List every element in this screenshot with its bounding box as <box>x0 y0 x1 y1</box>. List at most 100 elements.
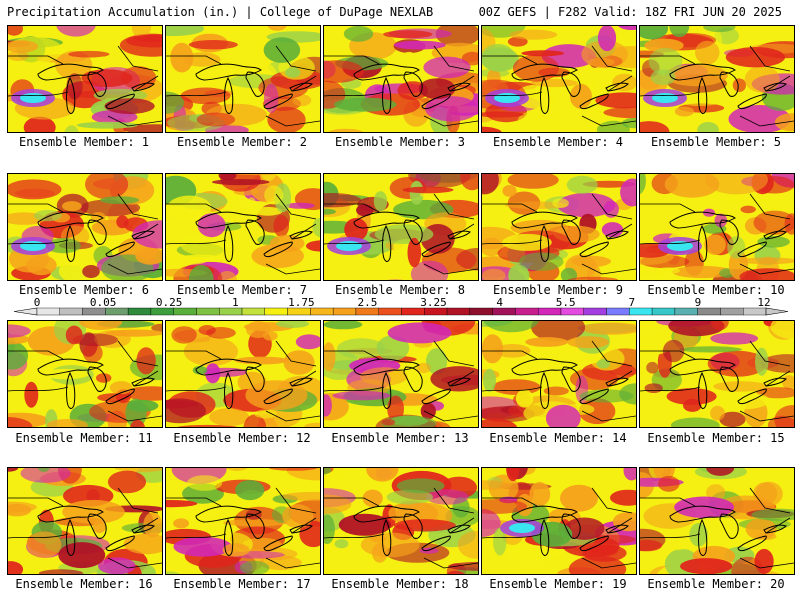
scale-swatch <box>150 307 174 316</box>
ensemble-member-label: Ensemble Member: 4 <box>492 135 624 149</box>
precip-field <box>166 468 320 574</box>
scale-tick-label: 3.25 <box>420 296 447 309</box>
scale-swatch <box>82 307 106 316</box>
scale-tick-label: 0.25 <box>155 296 183 309</box>
scale-tick-label: 5.5 <box>555 296 576 309</box>
precip-field <box>166 26 320 132</box>
scale-swatch <box>720 307 744 316</box>
ensemble-member-label: Ensemble Member: 18 <box>331 577 469 591</box>
precip-field <box>166 321 320 427</box>
ensemble-member-map <box>7 320 163 428</box>
scale-tick-label: 12 <box>757 296 771 309</box>
precip-field <box>8 321 162 427</box>
ensemble-member-map <box>165 320 321 428</box>
ensemble-member-map <box>481 320 637 428</box>
precip-field <box>482 26 636 132</box>
ensemble-member-label: Ensemble Member: 7 <box>176 283 308 297</box>
ensemble-member-map <box>7 467 163 575</box>
precip-field <box>640 321 794 427</box>
ensemble-member-label: Ensemble Member: 12 <box>173 431 311 445</box>
scale-swatch <box>492 307 516 316</box>
scale-swatch <box>629 307 653 316</box>
scale-swatch <box>378 307 402 316</box>
scale-swatch <box>287 307 311 316</box>
scale-swatch <box>446 307 471 316</box>
ensemble-member-map <box>323 25 479 133</box>
scale-tick-label: 2.5 <box>357 296 378 309</box>
scale-tick-label: 4 <box>496 296 503 309</box>
ensemble-member-map <box>481 467 637 575</box>
scale-tick-label: 9 <box>694 296 702 309</box>
scale-tick-label: 1.75 <box>288 296 315 309</box>
scale-swatch <box>606 307 630 316</box>
scale-swatch <box>401 307 425 316</box>
precip-field <box>324 26 478 132</box>
ensemble-member-map <box>165 173 321 281</box>
color-scale: 0 0.05 0.25 1 1.75 2.5 3.25 4 5.5 7 9 12 <box>0 296 800 318</box>
ensemble-member-label: Ensemble Member: 19 <box>489 577 627 591</box>
ensemble-member-label: Ensemble Member: 2 <box>176 135 308 149</box>
scale-swatch <box>310 307 334 316</box>
color-scale-bar <box>13 307 789 316</box>
precip-field <box>640 468 794 574</box>
ensemble-member-map <box>323 173 479 281</box>
scale-swatch <box>264 307 288 316</box>
ensemble-member-map <box>639 320 795 428</box>
scale-swatch <box>36 307 60 316</box>
scale-tick-label: 0 <box>33 296 41 309</box>
scale-swatch <box>241 307 266 316</box>
ensemble-member-label: Ensemble Member: 15 <box>647 431 785 445</box>
scale-swatch <box>355 307 379 316</box>
ensemble-member-map <box>165 467 321 575</box>
ensemble-member-map <box>7 173 163 281</box>
ensemble-member-label: Ensemble Member: 20 <box>647 577 785 591</box>
ensemble-member-label: Ensemble Member: 11 <box>15 431 153 445</box>
scale-swatch <box>59 307 83 316</box>
precip-field <box>482 321 636 427</box>
ensemble-member-map <box>639 25 795 133</box>
scale-swatch <box>697 307 721 316</box>
precip-field <box>482 468 636 574</box>
scale-tick-label: 0.05 <box>89 296 117 309</box>
scale-swatch <box>583 307 607 316</box>
ensemble-member-label: Ensemble Member: 10 <box>647 283 785 297</box>
ensemble-member-map <box>323 320 479 428</box>
precip-field <box>640 26 794 132</box>
precip-field <box>324 321 478 427</box>
scale-swatch <box>424 307 448 316</box>
ensemble-member-map <box>165 25 321 133</box>
scale-swatch <box>196 307 220 316</box>
ensemble-member-map <box>7 25 163 133</box>
precip-field <box>324 174 478 280</box>
precip-field <box>166 174 320 280</box>
scale-swatch <box>560 307 584 316</box>
scale-swatch <box>674 307 698 316</box>
page-title: Precipitation Accumulation (in.) | Colle… <box>7 5 434 19</box>
scale-swatch <box>469 307 493 316</box>
scale-swatch <box>219 307 243 316</box>
scale-swatch <box>127 307 152 316</box>
scale-swatch <box>173 307 197 316</box>
ensemble-member-label: Ensemble Member: 16 <box>15 577 153 591</box>
scale-swatch <box>537 307 562 316</box>
ensemble-member-map <box>639 467 795 575</box>
ensemble-member-map <box>639 173 795 281</box>
ensemble-member-label: Ensemble Member: 13 <box>331 431 469 445</box>
scale-tick-label: 7 <box>628 296 636 309</box>
ensemble-member-label: Ensemble Member: 8 <box>334 283 466 297</box>
ensemble-member-label: Ensemble Member: 3 <box>334 135 466 149</box>
scale-right-arrow <box>765 307 789 316</box>
ensemble-member-label: Ensemble Member: 1 <box>18 135 150 149</box>
precip-field <box>324 468 478 574</box>
precip-field <box>8 26 162 132</box>
precip-field <box>8 468 162 574</box>
scale-swatch <box>332 307 357 316</box>
scale-tick-label: 1 <box>231 296 239 309</box>
ensemble-member-label: Ensemble Member: 5 <box>650 135 782 149</box>
precip-field <box>482 174 636 280</box>
ensemble-member-label: Ensemble Member: 17 <box>173 577 311 591</box>
precip-field <box>8 174 162 280</box>
scale-swatch <box>515 307 539 316</box>
ensemble-member-map <box>481 173 637 281</box>
scale-swatch <box>743 307 767 316</box>
